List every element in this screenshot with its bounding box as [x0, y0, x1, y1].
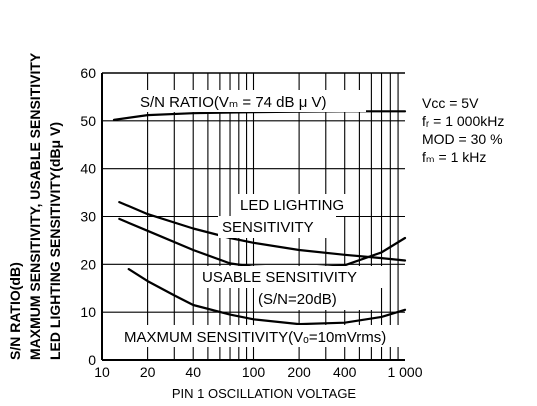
condition-mod: MOD = 30 % [422, 131, 503, 147]
x-tick-label: 20 [140, 364, 156, 380]
y-tick-label: 50 [80, 113, 96, 129]
y-axis-label-line3: LED LIGHTING SENSITIVITY(dBμ V) [47, 122, 63, 360]
condition-vcc: Vᴄᴄ = 5V [422, 95, 479, 111]
sn-series-label: S/N RATIO(Vₘ = 74 dB μ V) [140, 94, 327, 111]
sn-label-bg [136, 90, 366, 112]
usable-label-bg-2 [254, 288, 374, 310]
y-tick-label: 40 [80, 161, 96, 177]
condition-fr: fᵣ = 1 000kHz [422, 113, 504, 129]
led-label-bg-2 [218, 216, 336, 238]
x-tick-label: 10 [94, 364, 110, 380]
led-series-label-line2: SENSITIVITY [222, 219, 314, 236]
y-tick-label: 20 [80, 256, 96, 272]
y-axis-label-line2: MAXMUM SENSITIVITY, USABLE SENSITIVITY [27, 52, 43, 360]
y-tick-label: 30 [80, 209, 96, 225]
x-tick-label: 1 000 [387, 364, 422, 380]
y-axis-label-line1: S/N RATIO(dB) [7, 262, 23, 360]
max-series-label: MAXMUM SENSITIVITY(Vₒ=10mVrms) [124, 329, 386, 346]
usable-label-bg-1 [198, 266, 388, 288]
x-tick-label: 40 [185, 364, 201, 380]
usable-series-label-line2: (S/N=20dB) [258, 291, 337, 308]
y-tick-label: 0 [88, 352, 96, 368]
x-tick-label: 100 [242, 364, 266, 380]
led-label-bg-1 [236, 194, 358, 216]
usable-series-label-line1: USABLE SENSITIVITY [202, 269, 357, 286]
condition-fm: fₘ = 1 kHz [422, 149, 486, 165]
led-series-label-line1: LED LIGHTING [240, 197, 344, 214]
max-label-bg [120, 325, 450, 347]
y-axis-label: S/N RATIO(dB) MAXMUM SENSITIVITY, USABLE… [7, 52, 63, 360]
series-line-4 [127, 268, 407, 326]
series-line-1 [112, 110, 407, 122]
x-tick-label: 200 [287, 364, 311, 380]
grid [102, 73, 405, 360]
x-tick-label: 400 [333, 364, 357, 380]
y-tick-label: 10 [80, 304, 96, 320]
x-axis-label: PIN 1 OSCILLATION VOLTAGE [172, 386, 357, 401]
y-tick-label: 60 [80, 65, 96, 81]
